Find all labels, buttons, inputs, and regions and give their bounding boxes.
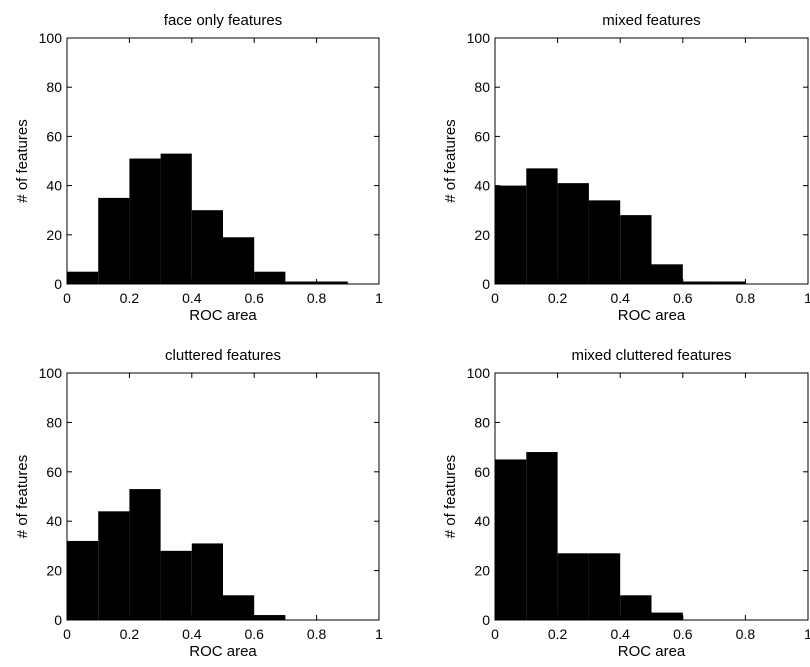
y-tick-label: 20 <box>46 227 62 243</box>
y-tick-label: 80 <box>474 79 490 95</box>
y-tick-label: 60 <box>474 128 490 144</box>
x-tick-label: 0 <box>63 626 71 642</box>
x-tick-label: 0.6 <box>673 626 693 642</box>
y-tick-label: 20 <box>474 563 490 579</box>
histogram-bar <box>495 459 527 620</box>
histogram-bar <box>495 185 527 284</box>
y-tick-label: 80 <box>474 414 490 430</box>
y-tick-label: 80 <box>46 414 62 430</box>
x-tick-label: 0.4 <box>182 626 202 642</box>
x-tick-label: 0.8 <box>736 290 756 306</box>
histogram-bar <box>526 452 558 620</box>
y-tick-label: 40 <box>46 178 62 194</box>
x-tick-label: 1 <box>375 626 383 642</box>
histogram-panel-4: 0 20 40 60 80 100 0 0.2 0.4 0.6 0.8 1 mixed cluttere… <box>442 347 810 660</box>
histogram-bar <box>98 197 130 284</box>
histogram-bar <box>223 237 255 284</box>
x-tick-label: 0.2 <box>548 626 568 642</box>
y-tick-label: 60 <box>46 464 62 480</box>
y-tick-label: 100 <box>467 30 491 46</box>
histogram-bar <box>160 153 192 284</box>
y-tick-label: 60 <box>474 464 490 480</box>
x-tick-label: 0.4 <box>610 626 630 642</box>
histogram-bar <box>714 281 746 284</box>
histogram-bar <box>526 168 558 284</box>
y-tick-label: 80 <box>46 79 62 95</box>
chart-title: cluttered features <box>165 347 281 364</box>
x-tick-label: 0 <box>63 290 71 306</box>
y-axis-label: # of features <box>14 119 31 202</box>
histogram-bar <box>98 511 130 620</box>
histogram-bar <box>191 543 223 620</box>
histogram-panel-1: 0 20 40 60 80 100 0 0.2 0.4 0.6 0.8 1 face only feat… <box>14 12 383 324</box>
x-tick-label: 0.6 <box>673 290 693 306</box>
histogram-bar <box>129 158 161 284</box>
y-axis-label: # of features <box>442 455 459 538</box>
y-tick-label: 40 <box>46 513 62 529</box>
x-tick-label: 0.6 <box>244 290 264 306</box>
histogram-bar <box>223 595 255 620</box>
histogram-bar <box>160 550 192 620</box>
histogram-bar <box>254 271 286 284</box>
histogram-bar <box>191 210 223 284</box>
x-tick-label: 1 <box>804 626 810 642</box>
plot-frame <box>494 372 809 621</box>
x-tick-label: 0.8 <box>307 290 327 306</box>
y-tick-label: 20 <box>474 227 490 243</box>
histogram-bar <box>588 553 621 620</box>
x-tick-label: 0 <box>491 626 499 642</box>
y-tick-label: 20 <box>46 563 62 579</box>
x-tick-label: 1 <box>804 290 810 306</box>
histogram-bar <box>620 215 652 284</box>
y-tick-label: 0 <box>482 612 490 628</box>
y-tick-label: 100 <box>467 365 491 381</box>
histogram-panel-3: 0 20 40 60 80 100 0 0.2 0.4 0.6 0.8 1 cluttered feat… <box>14 347 383 660</box>
chart-title: mixed features <box>602 12 700 29</box>
x-axis-label: ROC area <box>618 643 686 660</box>
x-tick-label: 0.2 <box>120 290 140 306</box>
x-tick-label: 0.2 <box>120 626 140 642</box>
histogram-panel-2: 0 20 40 60 80 100 0 0.2 0.4 0.6 0.8 1 mixed features… <box>442 12 810 324</box>
plot-frame <box>66 37 380 285</box>
histogram-bar <box>651 612 683 620</box>
x-tick-label: 0.8 <box>307 626 327 642</box>
histogram-bar <box>285 281 317 284</box>
histogram-bar <box>557 183 589 284</box>
y-tick-label: 40 <box>474 513 490 529</box>
x-axis-label: ROC area <box>618 307 686 324</box>
histogram-bar <box>620 595 652 620</box>
histogram-bar <box>67 271 99 284</box>
x-axis-label: ROC area <box>189 643 257 660</box>
x-tick-label: 0.4 <box>610 290 630 306</box>
plot-frame <box>66 372 380 621</box>
y-tick-label: 0 <box>54 612 62 628</box>
x-tick-label: 0.4 <box>182 290 202 306</box>
x-tick-label: 0.6 <box>244 626 264 642</box>
histogram-bar <box>682 281 715 284</box>
x-axis-label: ROC area <box>189 307 257 324</box>
chart-title: mixed cluttered features <box>571 347 731 364</box>
histogram-bar <box>67 540 99 620</box>
histogram-bar <box>651 264 683 284</box>
plot-frame <box>494 37 809 285</box>
histogram-bar <box>316 281 348 284</box>
y-tick-label: 100 <box>39 30 63 46</box>
y-axis-label: # of features <box>442 119 459 202</box>
y-axis-label: # of features <box>14 455 31 538</box>
histogram-bar <box>129 489 161 620</box>
y-tick-label: 0 <box>482 276 490 292</box>
x-tick-label: 0 <box>491 290 499 306</box>
x-tick-label: 1 <box>375 290 383 306</box>
y-tick-label: 40 <box>474 178 490 194</box>
chart-title: face only features <box>164 12 282 29</box>
y-tick-label: 100 <box>39 365 63 381</box>
y-tick-label: 60 <box>46 128 62 144</box>
histogram-bar <box>588 200 621 284</box>
x-tick-label: 0.2 <box>548 290 568 306</box>
y-tick-label: 0 <box>54 276 62 292</box>
x-tick-label: 0.8 <box>736 626 756 642</box>
histogram-bar <box>254 615 286 620</box>
histogram-bar <box>557 553 589 620</box>
